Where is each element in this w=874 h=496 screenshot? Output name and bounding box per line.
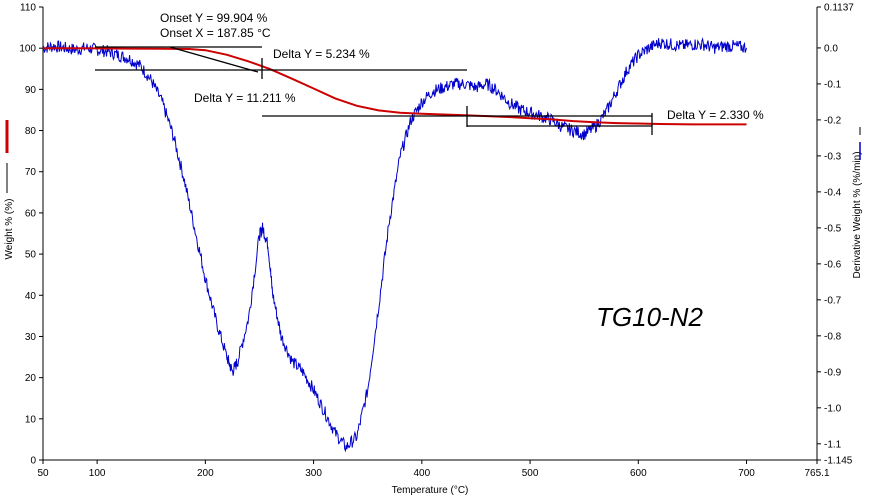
delta-2-annotation: Delta Y = 11.211 % bbox=[194, 91, 296, 105]
delta-1-annotation: Delta Y = 5.234 % bbox=[273, 47, 370, 61]
y-right-tick-label: -0.4 bbox=[824, 187, 842, 198]
onset-tangent bbox=[169, 46, 259, 73]
y-right-tick-label: -0.9 bbox=[824, 367, 842, 378]
weight-series-line bbox=[43, 47, 747, 126]
onset-construction bbox=[95, 46, 262, 73]
x-tick-label: 400 bbox=[413, 468, 430, 479]
y-right-tick-label: -0.7 bbox=[824, 295, 842, 306]
y-right-tick-label: -1.0 bbox=[824, 403, 842, 414]
y-left-tick-label: 110 bbox=[20, 3, 36, 14]
x-tick-label: 100 bbox=[89, 468, 106, 479]
y-left-tick-label: 30 bbox=[25, 332, 37, 343]
y-right-axis-title: Derivative Weight % (%/min) bbox=[852, 151, 863, 278]
y-right-tick-label: -0.5 bbox=[824, 223, 842, 234]
sample-label: TG10-N2 bbox=[596, 302, 703, 332]
x-tick-label: 50 bbox=[37, 468, 49, 479]
x-tick-label: 600 bbox=[630, 468, 647, 479]
y-left-tick-label: 100 bbox=[19, 44, 36, 55]
y-right-tick-label: -0.8 bbox=[824, 331, 842, 342]
x-tick-label: 300 bbox=[305, 468, 322, 479]
derivative-weight-series-line bbox=[42, 37, 747, 453]
x-tick-label: 765.1 bbox=[804, 468, 829, 479]
delta-3-annotation: Delta Y = 2.330 % bbox=[667, 108, 764, 122]
x-tick-label: 700 bbox=[738, 468, 755, 479]
y-right-tick-label: -1.145 bbox=[824, 456, 853, 467]
y-left-tick-label: 10 bbox=[25, 414, 37, 425]
x-axis-title: Temperature (°C) bbox=[392, 485, 469, 496]
y-right-tick-label: -0.2 bbox=[824, 115, 842, 126]
y-right-tick-label: 0.0 bbox=[824, 43, 838, 54]
x-tick-label: 500 bbox=[522, 468, 539, 479]
y-right-tick-label: -0.3 bbox=[824, 151, 842, 162]
y-right-tick-label: 0.1137 bbox=[824, 3, 854, 14]
y-left-tick-label: 0 bbox=[30, 456, 36, 467]
y-left-tick-label: 90 bbox=[25, 85, 37, 96]
y-right-tick-label: -1.1 bbox=[824, 439, 842, 450]
y-left-tick-label: 40 bbox=[25, 291, 37, 302]
y-right-tick-label: -0.6 bbox=[824, 259, 842, 270]
delta-construction-lines bbox=[95, 58, 653, 135]
y-left-axis-ticks: 0 10 20 30 40 50 60 70 80 90 100 110 bbox=[19, 3, 43, 467]
y-left-tick-label: 50 bbox=[25, 250, 37, 261]
y-left-tick-label: 20 bbox=[25, 373, 37, 384]
y-left-tick-label: 80 bbox=[25, 126, 37, 137]
x-tick-label: 200 bbox=[197, 468, 214, 479]
plot-frame bbox=[42, 7, 818, 461]
onset-x-annotation: Onset X = 187.85 °C bbox=[160, 26, 271, 40]
x-axis-ticks: 50 100 200 300 400 500 600 700 765.1 bbox=[37, 460, 830, 479]
y-right-tick-label: -0.1 bbox=[824, 79, 842, 90]
y-left-axis-title: Weight % (%) bbox=[4, 199, 15, 260]
y-left-tick-label: 70 bbox=[25, 167, 37, 178]
y-right-axis-ticks: 0.1137 0.0 -0.1 -0.2 -0.3 -0.4 -0.5 -0.6 -0.7 -0.… bbox=[817, 3, 854, 467]
y-left-tick-label: 60 bbox=[25, 208, 37, 219]
onset-y-annotation: Onset Y = 99.904 % bbox=[160, 11, 268, 25]
